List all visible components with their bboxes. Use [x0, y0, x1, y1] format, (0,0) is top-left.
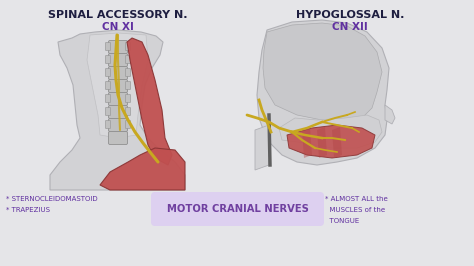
FancyBboxPatch shape [126, 56, 130, 64]
Polygon shape [257, 20, 389, 165]
Polygon shape [302, 127, 312, 158]
FancyBboxPatch shape [109, 118, 128, 131]
FancyBboxPatch shape [106, 94, 110, 102]
FancyBboxPatch shape [126, 69, 130, 77]
FancyBboxPatch shape [126, 81, 130, 89]
FancyBboxPatch shape [106, 69, 110, 77]
Polygon shape [255, 125, 269, 170]
Polygon shape [332, 127, 342, 158]
FancyBboxPatch shape [109, 40, 128, 53]
FancyBboxPatch shape [109, 53, 128, 66]
Text: CN XI: CN XI [102, 22, 134, 32]
Polygon shape [100, 148, 185, 190]
FancyBboxPatch shape [109, 131, 128, 144]
Text: CN XII: CN XII [332, 22, 368, 32]
Text: SPINAL ACCESSORY N.: SPINAL ACCESSORY N. [48, 10, 188, 20]
FancyBboxPatch shape [106, 81, 110, 89]
FancyBboxPatch shape [126, 120, 130, 128]
FancyBboxPatch shape [126, 94, 130, 102]
Text: * ALMOST ALL the: * ALMOST ALL the [325, 196, 388, 202]
Polygon shape [50, 30, 185, 190]
Text: MUSCLES of the: MUSCLES of the [325, 207, 385, 213]
FancyBboxPatch shape [109, 93, 128, 106]
Text: MOTOR CRANIAL NERVES: MOTOR CRANIAL NERVES [166, 204, 309, 214]
FancyBboxPatch shape [151, 192, 324, 226]
Text: HYPOGLOSSAL N.: HYPOGLOSSAL N. [296, 10, 404, 20]
FancyBboxPatch shape [109, 66, 128, 80]
Text: * STERNOCLEIDOMASTOID: * STERNOCLEIDOMASTOID [6, 196, 98, 202]
FancyBboxPatch shape [106, 120, 110, 128]
Polygon shape [127, 38, 172, 165]
FancyBboxPatch shape [106, 56, 110, 64]
FancyBboxPatch shape [126, 43, 130, 51]
Text: * TRAPEZIUS: * TRAPEZIUS [6, 207, 50, 213]
Polygon shape [263, 23, 382, 122]
FancyBboxPatch shape [109, 80, 128, 93]
Text: TONGUE: TONGUE [325, 218, 359, 224]
Polygon shape [385, 105, 395, 124]
FancyBboxPatch shape [126, 107, 130, 115]
Polygon shape [87, 33, 148, 138]
FancyBboxPatch shape [106, 43, 110, 51]
Polygon shape [317, 127, 327, 158]
FancyBboxPatch shape [106, 107, 110, 115]
Polygon shape [287, 125, 375, 158]
Polygon shape [279, 115, 382, 148]
FancyBboxPatch shape [109, 106, 128, 118]
